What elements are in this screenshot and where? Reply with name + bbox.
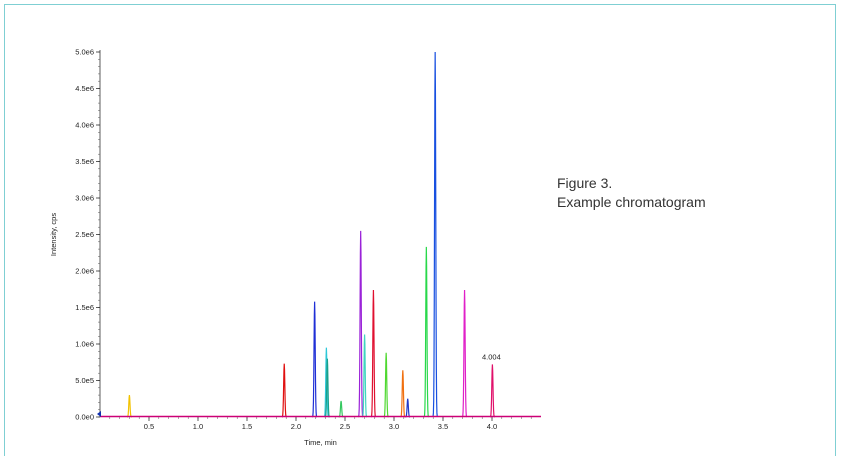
- peak-trace: [423, 246, 430, 418]
- peak-trace: [281, 363, 287, 418]
- x-tick-label: 2.5: [340, 422, 350, 431]
- x-tick-label: 2.0: [291, 422, 301, 431]
- peak-trace: [383, 352, 389, 418]
- figure-frame: [4, 4, 836, 456]
- x-axis-label: Time, min: [304, 438, 337, 447]
- peak-trace: [338, 400, 344, 418]
- x-tick-label: 3.0: [389, 422, 399, 431]
- y-tick-label: 1.0e6: [75, 340, 94, 349]
- x-tick-label: 1.0: [193, 422, 203, 431]
- peak-trace: [432, 51, 439, 418]
- plot-area: 0.0e0 5.0e5 1.0e6 1.5e6 2.0e6 2.5e6 3.0e6 3.5e6…: [75, 48, 541, 431]
- y-tick-label: 5.0e5: [75, 376, 94, 385]
- figure-caption: Figure 3. Example chromatogram: [557, 174, 706, 212]
- y-tick-label: 4.0e6: [75, 121, 94, 130]
- peak-annotation: 4.004: [482, 352, 501, 361]
- y-tick-label: 4.5e6: [75, 84, 94, 93]
- peak-trace: [489, 364, 495, 418]
- peak-trace: [324, 358, 330, 418]
- figure-number: Figure 3.: [557, 175, 613, 191]
- peak-trace: [400, 370, 406, 418]
- peak-trace: [323, 347, 329, 418]
- peak-trace: [361, 334, 368, 418]
- y-tick-label: 3.5e6: [75, 157, 94, 166]
- peak-trace: [405, 398, 411, 418]
- y-tick-label: 2.0e6: [75, 267, 94, 276]
- peak-trace: [357, 230, 364, 418]
- y-axis-label: Intensity, cps: [49, 213, 58, 256]
- peak-trace: [126, 395, 132, 418]
- y-tick-label: 3.0e6: [75, 194, 94, 203]
- x-tick-label: 3.5: [438, 422, 448, 431]
- peak-trace: [311, 301, 318, 418]
- y-tick-label: 0.0e0: [75, 413, 94, 422]
- y-tick-label: 1.5e6: [75, 303, 94, 312]
- figure-title: Example chromatogram: [557, 194, 706, 210]
- x-tick-label: 4.0: [487, 422, 497, 431]
- start-marker: [97, 411, 101, 417]
- x-tick-label: 1.5: [242, 422, 252, 431]
- peak-trace: [370, 289, 377, 418]
- x-tick-label: 0.5: [144, 422, 154, 431]
- peak-trace: [461, 289, 468, 418]
- y-tick-label: 2.5e6: [75, 230, 94, 239]
- y-tick-label: 5.0e6: [75, 48, 94, 57]
